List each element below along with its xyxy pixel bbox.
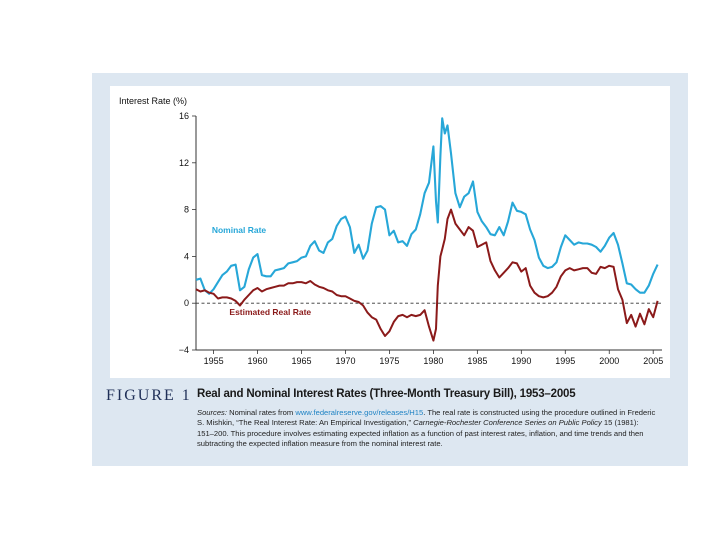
- sources-link[interactable]: www.federalreserve.gov/releases/H15: [295, 408, 424, 417]
- y-tick-label: 4: [184, 251, 189, 261]
- sources-text-3: 15 (1981): 151–200. This procedure invol…: [197, 418, 644, 449]
- y-tick-label: 12: [179, 158, 189, 168]
- real-rate-line: [195, 208, 659, 342]
- sources-text-1: Nominal rates from: [226, 408, 296, 417]
- x-tick-label: 1990: [511, 356, 531, 366]
- x-tick-label: 1995: [555, 356, 575, 366]
- figure-title: Real and Nominal Interest Rates (Three-M…: [197, 388, 576, 400]
- x-tick-label: 2005: [643, 356, 663, 366]
- x-tick-label: 1985: [467, 356, 487, 366]
- nominal-rate-label: Nominal Rate: [212, 225, 267, 235]
- x-tick-label: 1975: [379, 356, 399, 366]
- y-tick-label: 0: [184, 298, 189, 308]
- figure-number: FIGURE 1: [106, 387, 192, 404]
- x-tick-label: 1955: [204, 356, 224, 366]
- x-tick-label: 1965: [291, 356, 311, 366]
- x-tick-label: 1960: [248, 356, 268, 366]
- sources-text-2: . The real rate is constructed using the…: [197, 408, 656, 428]
- nominal-rate-line: [195, 117, 659, 295]
- sources-label: Sources:: [197, 408, 227, 417]
- y-tick-label: 16: [179, 111, 189, 121]
- sources-journal: Carnegie-Rochester Conference Series on …: [413, 418, 602, 428]
- x-tick-label: 2000: [599, 356, 619, 366]
- x-tick-label: 1980: [423, 356, 443, 366]
- real-rate-label: Estimated Real Rate: [229, 307, 311, 317]
- y-tick-label: 8: [184, 205, 189, 215]
- y-axis-title: Interest Rate (%): [119, 96, 187, 106]
- x-tick-label: 1970: [335, 356, 355, 366]
- figure-sources: Sources: Nominal rates from www.federalr…: [197, 408, 657, 450]
- y-tick-label: −4: [179, 345, 189, 355]
